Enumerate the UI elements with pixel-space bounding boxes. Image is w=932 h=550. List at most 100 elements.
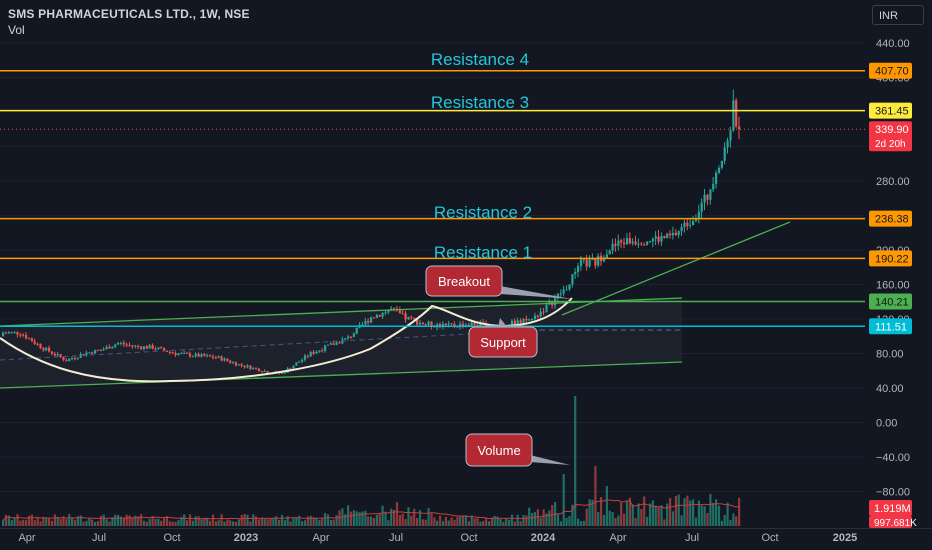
volume-bar <box>76 516 79 526</box>
candle-body <box>620 240 623 243</box>
volume-bar <box>384 511 387 526</box>
volume-bar <box>312 517 315 526</box>
resistance-label: Resistance 4 <box>431 50 529 69</box>
volume-bar <box>571 504 574 526</box>
price-tag-label: 236.38 <box>875 214 909 226</box>
volume-bar <box>361 511 364 526</box>
candle-body <box>692 221 695 226</box>
volume-bar <box>715 499 718 526</box>
candle-body <box>355 327 358 334</box>
candle-body <box>588 259 591 267</box>
candle-body <box>689 225 692 227</box>
price-tag-label: 111.51 <box>875 321 907 333</box>
currency-button[interactable]: INR <box>872 5 924 25</box>
candle-body <box>444 323 447 325</box>
candle-body <box>732 100 735 131</box>
volume-bar <box>163 517 166 526</box>
volume-indicator-label[interactable]: Vol <box>8 23 25 37</box>
volume-bar <box>493 515 496 526</box>
volume-bar <box>206 517 209 526</box>
volume-bar <box>131 517 134 526</box>
volume-bar <box>689 500 692 526</box>
volume-bar <box>292 518 295 526</box>
time-tick-label: Oct <box>163 532 180 544</box>
candle-body <box>102 349 105 351</box>
candle-body <box>375 315 378 318</box>
candle-body <box>623 242 626 245</box>
volume-bar <box>252 514 255 526</box>
volume-bar <box>738 497 741 526</box>
volume-bar <box>375 514 378 526</box>
volume-bar <box>433 517 436 526</box>
candle-body <box>163 348 166 351</box>
volume-bar <box>306 516 309 526</box>
volume-bar <box>99 515 102 526</box>
candle-body <box>209 355 212 357</box>
candle-body <box>148 345 151 349</box>
volume-bar <box>234 522 238 526</box>
volume-bar <box>390 508 393 526</box>
volume-callout-text: Volume <box>477 443 520 458</box>
volume-bar <box>542 509 545 526</box>
volume-bar <box>562 474 565 526</box>
time-tick-label: Jul <box>389 532 403 544</box>
volume-bar <box>407 507 410 526</box>
candle-body <box>717 167 721 173</box>
volume-bar <box>648 503 652 526</box>
candle-body <box>470 322 473 326</box>
volume-bar <box>479 521 482 526</box>
time-tick-label: 2025 <box>833 532 857 544</box>
volume-bar <box>551 505 554 526</box>
volume-bar <box>651 500 654 526</box>
volume-bar <box>513 521 516 526</box>
volume-bar <box>522 515 525 526</box>
candle-body <box>726 140 729 148</box>
volume-bar <box>188 514 192 526</box>
volume-bar <box>712 502 715 526</box>
volume-bar <box>545 513 548 526</box>
candle-body <box>453 324 456 327</box>
volume-bar <box>398 514 401 526</box>
volume-bar <box>257 519 261 526</box>
candle-body <box>289 368 292 370</box>
time-tick-label: Apr <box>312 532 329 544</box>
candle-body <box>234 362 238 366</box>
candle-body <box>217 356 220 358</box>
candle-body <box>237 364 240 366</box>
symbol-title[interactable]: SMS PHARMACEUTICALS LTD., 1W, NSE <box>8 7 250 21</box>
volume-bar <box>200 519 203 526</box>
candle-body <box>594 259 597 266</box>
candle-body <box>105 346 108 350</box>
candle-body <box>56 354 59 356</box>
candle-body <box>384 312 387 314</box>
volume-bar <box>637 503 640 526</box>
candle-body <box>303 355 307 360</box>
candle-body <box>574 271 577 275</box>
volume-bar <box>456 516 459 526</box>
volume-bar <box>88 518 91 526</box>
candle-body <box>611 243 614 251</box>
candle-body <box>30 338 33 342</box>
candle-body <box>531 318 534 320</box>
candle-body <box>111 346 114 349</box>
volume-bar <box>50 520 54 526</box>
candle-body <box>562 289 565 294</box>
volume-bar <box>117 514 120 526</box>
candle-body <box>50 351 54 354</box>
candle-body <box>318 350 321 352</box>
volume-bar <box>94 522 97 526</box>
volume-bar <box>19 520 22 526</box>
candle-body <box>203 354 206 357</box>
candle-body <box>186 352 189 354</box>
volume-bar <box>574 396 577 526</box>
candle-body <box>720 160 723 168</box>
candle-body <box>145 346 148 349</box>
candle-body <box>68 358 71 362</box>
volume-bar <box>643 496 646 526</box>
candle-body <box>53 353 56 356</box>
candle-body <box>88 352 91 354</box>
candle-body <box>735 100 738 127</box>
candle-body <box>309 352 312 357</box>
volume-bar <box>620 502 623 526</box>
